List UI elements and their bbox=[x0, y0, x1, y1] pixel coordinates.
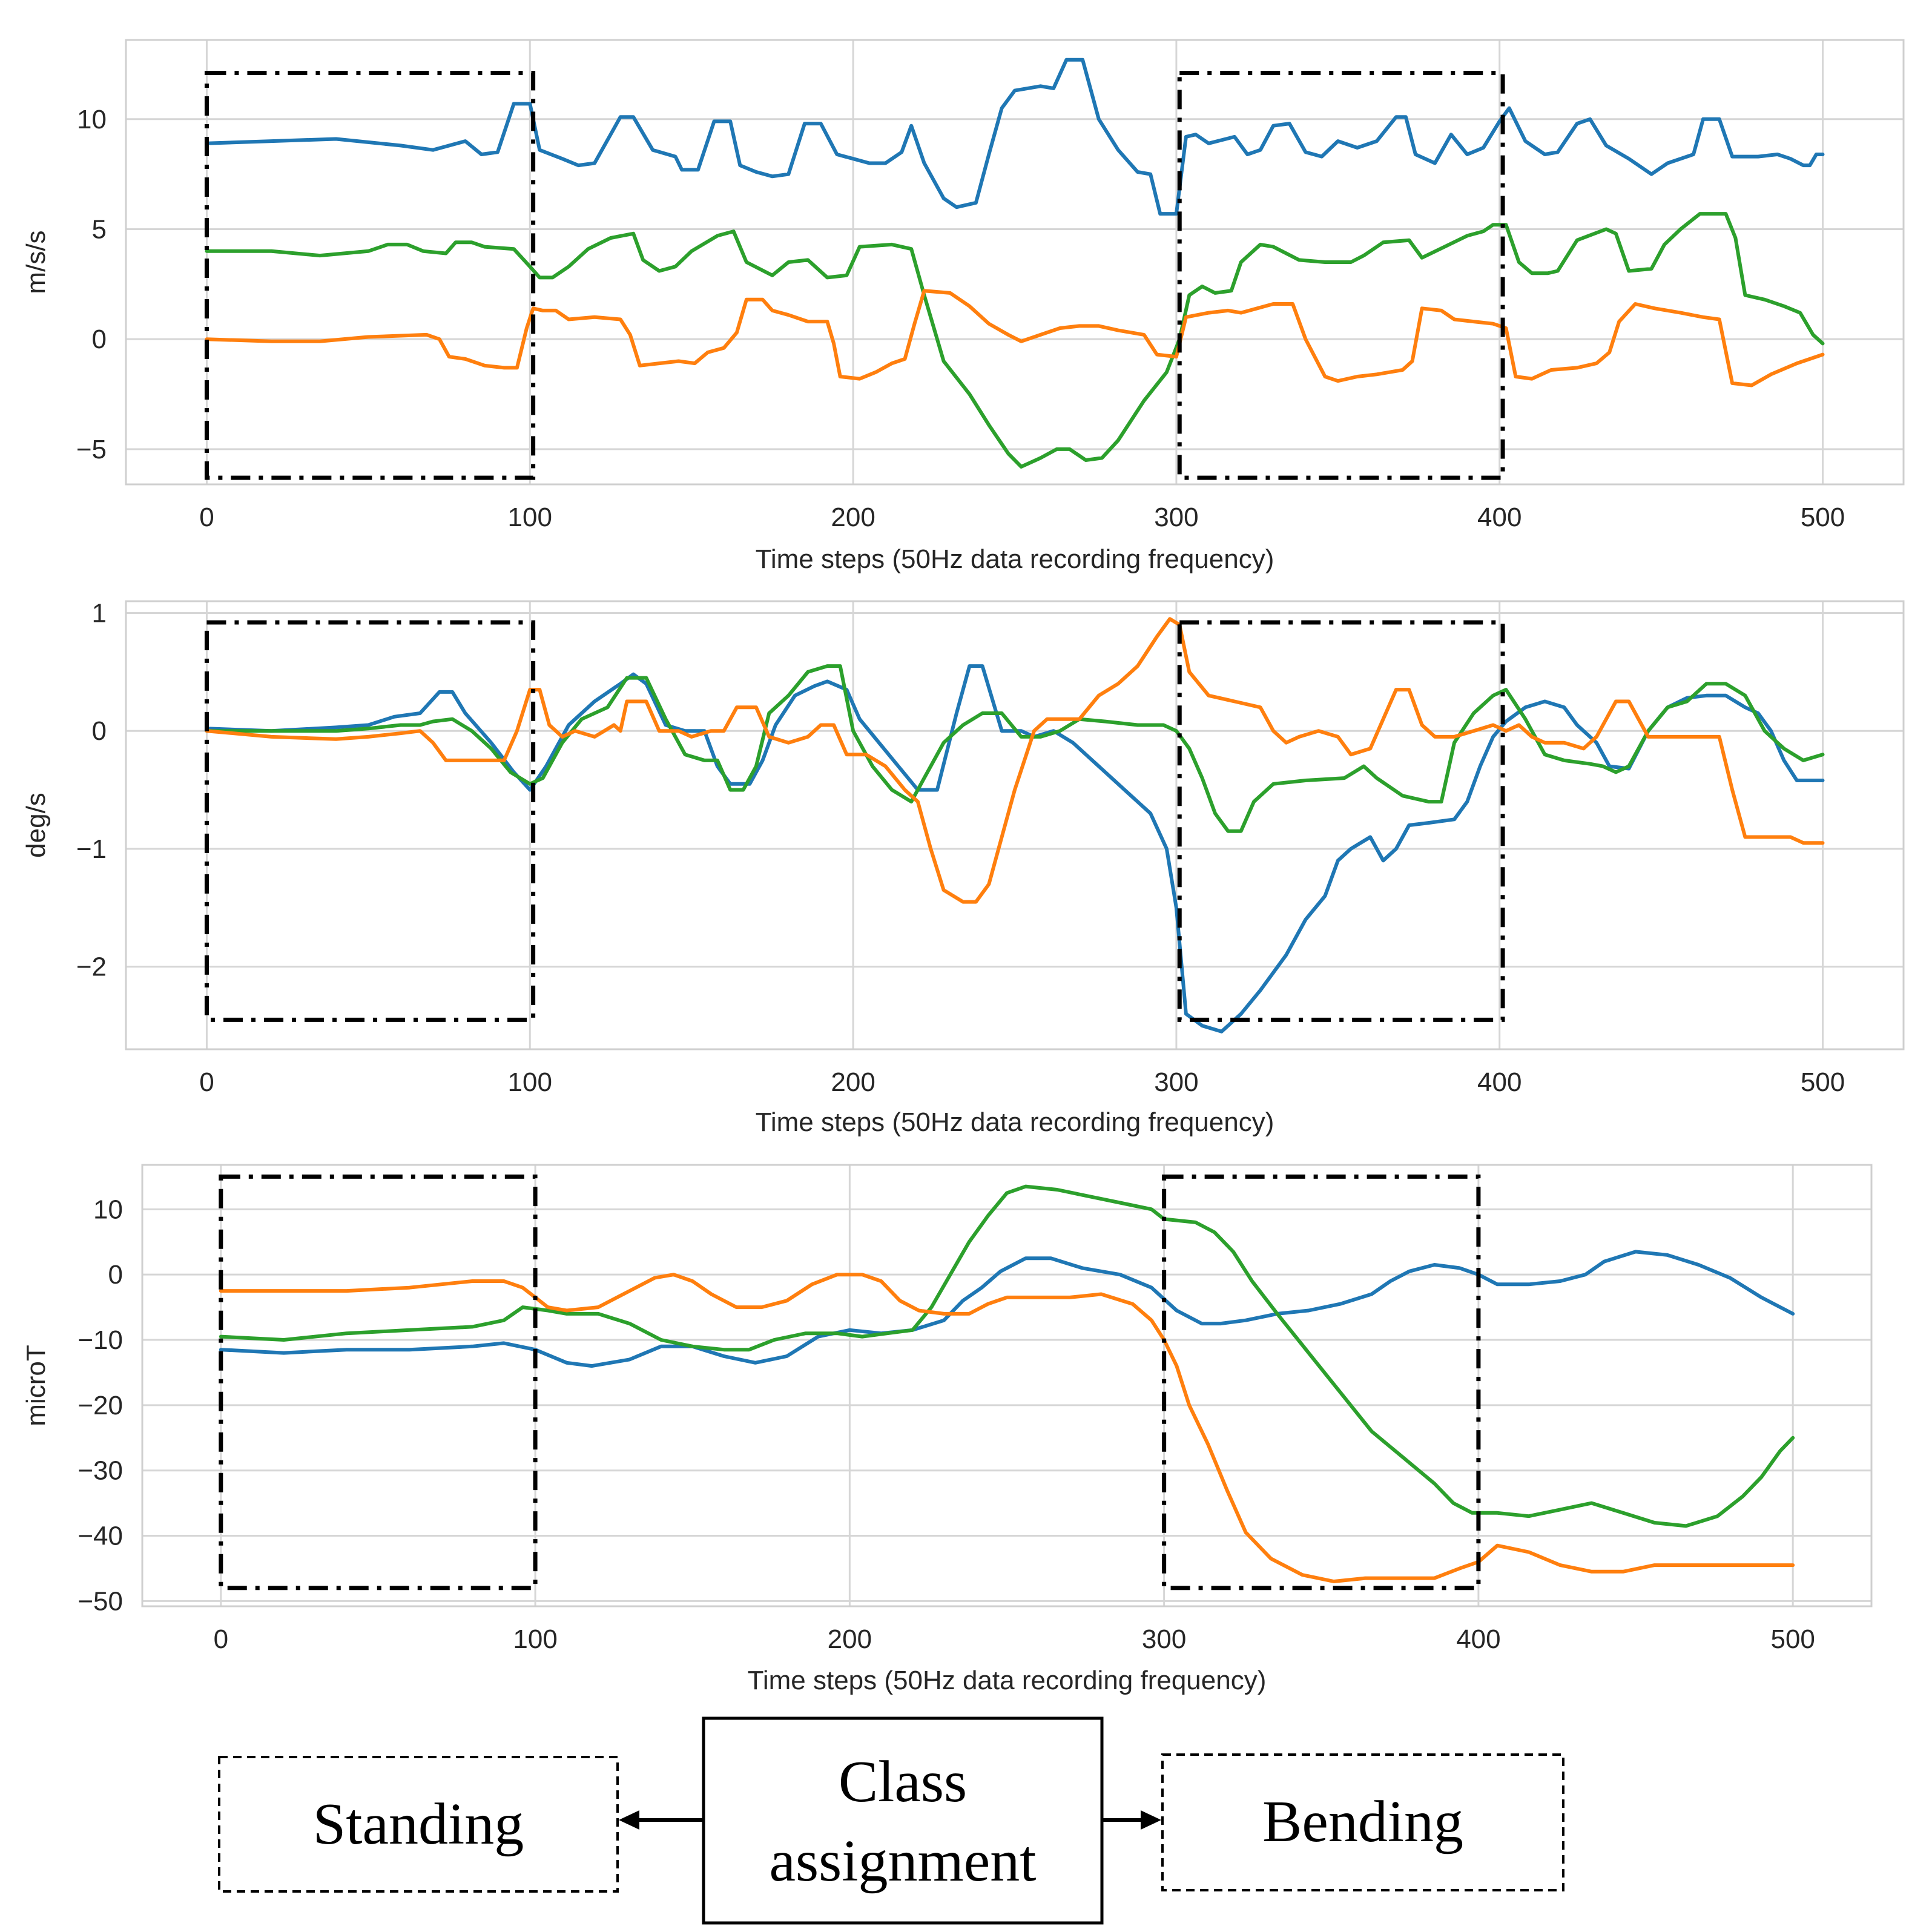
accel-window-box-standing bbox=[204, 71, 536, 480]
bending-label: Bending bbox=[1262, 1789, 1463, 1855]
gyro-ytick-label: −2 bbox=[76, 952, 107, 982]
gyro-xtick-label: 200 bbox=[831, 1067, 875, 1097]
mag-window-box-bending bbox=[1162, 1174, 1481, 1591]
mag-xtick-label: 100 bbox=[513, 1624, 557, 1654]
arrowhead-right-icon bbox=[1141, 1810, 1161, 1830]
gyro-xtick-label: 400 bbox=[1477, 1067, 1522, 1097]
mag-ytick-label: −10 bbox=[77, 1325, 123, 1355]
accel-xtick-label: 400 bbox=[1477, 503, 1522, 532]
gyro-xtick-label: 500 bbox=[1801, 1067, 1845, 1097]
accel-xtick-label: 300 bbox=[1154, 503, 1198, 532]
accel-xtick-label: 500 bbox=[1801, 503, 1845, 532]
gyro-y-axis-label: deg/s bbox=[21, 793, 51, 858]
accel-windows bbox=[204, 71, 1505, 480]
accel-y-axis-label: m/s/s bbox=[21, 230, 51, 294]
accel-ytick-label: 5 bbox=[92, 214, 107, 244]
mag-xtick-label: 300 bbox=[1142, 1624, 1186, 1654]
mag-ytick-label: 10 bbox=[93, 1195, 123, 1224]
mag-xtick-label: 400 bbox=[1456, 1624, 1500, 1654]
gyro-window-box-standing bbox=[204, 620, 536, 1022]
accel-plot-frame bbox=[125, 39, 1905, 486]
accelerometer-panel: 0 100 200 300 400 500 −5 0 5 10 m/s/s Time steps … bbox=[21, 39, 1905, 574]
gyro-ticks: 0 100 200 300 400 500 −2 −1 0 1 bbox=[76, 598, 1845, 1097]
gyro-ytick-label: 0 bbox=[92, 716, 107, 746]
gyroscope-panel: 0 100 200 300 400 500 −2 −1 0 1 deg/s Time steps … bbox=[21, 598, 1905, 1137]
mag-y-axis-label: microT bbox=[21, 1345, 51, 1426]
accel-x-axis-label: Time steps (50Hz data recording frequenc… bbox=[756, 544, 1274, 574]
mag-xtick-label: 0 bbox=[214, 1624, 228, 1654]
class-assignment-diagram: Class assignment Standing Bending bbox=[218, 1716, 1564, 1925]
magnetometer-panel: 0 100 200 300 400 500 −50 −40 −30 −20 −10 0 10 micro… bbox=[21, 1164, 1873, 1695]
standing-label: Standing bbox=[313, 1792, 524, 1857]
mag-grid bbox=[142, 1165, 1871, 1606]
accel-series-blue-line bbox=[205, 58, 1825, 216]
accel-ytick-label: 10 bbox=[77, 105, 107, 134]
mag-plot-frame bbox=[141, 1164, 1873, 1607]
mag-series-green-line bbox=[219, 1184, 1795, 1528]
mag-ticks: 0 100 200 300 400 500 −50 −40 −30 −20 −10 0 10 bbox=[77, 1195, 1815, 1654]
mag-xtick-label: 500 bbox=[1770, 1624, 1815, 1654]
class-assignment-box bbox=[702, 1716, 1104, 1925]
bending-box bbox=[1161, 1753, 1564, 1891]
accel-ytick-label: 0 bbox=[92, 325, 107, 354]
gyro-xtick-label: 300 bbox=[1154, 1067, 1198, 1097]
accel-xtick-label: 100 bbox=[508, 503, 552, 532]
class-assignment-line2: assignment bbox=[770, 1828, 1037, 1894]
mag-window-box-standing bbox=[219, 1174, 538, 1591]
accel-xtick-label: 200 bbox=[831, 503, 875, 532]
gyro-ytick-label: −1 bbox=[76, 834, 107, 864]
accel-series-green-line bbox=[205, 212, 1825, 469]
accel-ticks: 0 100 200 300 400 500 −5 0 5 10 bbox=[76, 105, 1845, 532]
mag-windows bbox=[219, 1174, 1481, 1591]
gyro-plot-frame bbox=[125, 600, 1905, 1050]
mag-xtick-label: 200 bbox=[828, 1624, 872, 1654]
accel-ytick-label: −5 bbox=[76, 435, 107, 464]
mag-series-blue-line bbox=[219, 1250, 1795, 1368]
standing-box bbox=[218, 1756, 619, 1893]
mag-ytick-label: −30 bbox=[77, 1456, 123, 1486]
accel-series bbox=[205, 58, 1825, 469]
gyro-series-orange-line bbox=[205, 617, 1825, 904]
mag-series-orange-line bbox=[219, 1273, 1795, 1583]
gyro-ytick-label: 1 bbox=[92, 598, 107, 628]
gyro-window-box-bending bbox=[1177, 620, 1505, 1022]
mag-ytick-label: 0 bbox=[108, 1260, 123, 1290]
gyro-xtick-label: 0 bbox=[199, 1067, 214, 1097]
gyro-series-blue-line bbox=[205, 664, 1825, 1034]
accel-xtick-label: 0 bbox=[199, 503, 214, 532]
gyro-xtick-label: 100 bbox=[508, 1067, 552, 1097]
mag-ytick-label: −20 bbox=[77, 1391, 123, 1420]
accel-series-orange-line bbox=[205, 289, 1825, 387]
mag-x-axis-label: Time steps (50Hz data recording frequenc… bbox=[748, 1666, 1267, 1695]
gyro-series bbox=[205, 617, 1825, 1034]
mag-ytick-label: −50 bbox=[77, 1586, 123, 1616]
class-assignment-line1: Class bbox=[839, 1749, 967, 1815]
gyro-windows bbox=[204, 620, 1505, 1022]
mag-ytick-label: −40 bbox=[77, 1522, 123, 1551]
gyro-x-axis-label: Time steps (50Hz data recording frequenc… bbox=[756, 1107, 1274, 1137]
arrowhead-left-icon bbox=[619, 1810, 639, 1830]
mag-series bbox=[219, 1184, 1795, 1583]
